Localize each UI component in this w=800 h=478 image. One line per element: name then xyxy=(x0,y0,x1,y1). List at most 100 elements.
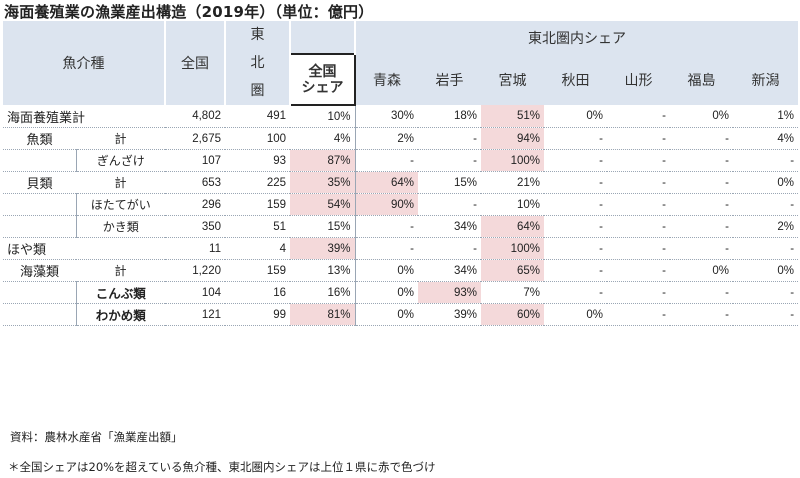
cell-pref: - xyxy=(418,149,481,172)
header-national-share-line: シェア xyxy=(301,79,344,96)
cell-national: 121 xyxy=(165,303,225,326)
cell-pref: - xyxy=(607,171,670,194)
cell-pref: 2% xyxy=(355,127,418,150)
cell-pref: 10% xyxy=(481,193,544,216)
cell-pref: 0% xyxy=(733,171,799,194)
cell-pref-highlight: 94% xyxy=(481,127,544,150)
cell-pref: - xyxy=(670,237,733,260)
cell-national: 107 xyxy=(165,149,225,172)
cell-pref: - xyxy=(607,303,670,326)
cell-pref: - xyxy=(544,149,607,172)
cell-pref: - xyxy=(355,237,418,260)
cell-tohoku: 93 xyxy=(225,149,290,172)
cell-pref: 0% xyxy=(670,259,733,282)
cell-pref: 30% xyxy=(355,105,418,128)
header-tohoku-share: 東北圏内シェア xyxy=(355,21,799,54)
cell-national: 653 xyxy=(165,171,225,194)
header-pref-akita: 秋田 xyxy=(544,54,607,105)
cell-pref: - xyxy=(733,193,799,216)
cell-pref: - xyxy=(544,281,607,304)
row-sublabel: ぎんざけ xyxy=(75,149,165,172)
header-pref-yamagata: 山形 xyxy=(607,54,670,105)
cell-national-share-highlight: 81% xyxy=(290,303,356,326)
row-label: 海藻類 xyxy=(3,259,76,282)
cell-tohoku: 100 xyxy=(225,127,290,150)
cell-tohoku: 4 xyxy=(225,237,290,260)
cell-pref: 7% xyxy=(481,281,544,304)
table-row: こんぶ類 104 16 16% 0% 93% 7% - - - - xyxy=(3,281,799,304)
cell-tohoku: 159 xyxy=(225,259,290,282)
table-row: ほたてがい 296 159 54% 90% - 10% - - - - xyxy=(3,193,799,216)
table-row: わかめ類 121 99 81% 0% 39% 60% 0% - - - xyxy=(3,303,799,326)
cell-tohoku: 51 xyxy=(225,215,290,238)
cell-pref: - xyxy=(733,237,799,260)
cell-national-share-highlight: 87% xyxy=(290,149,356,172)
cell-pref-highlight: 64% xyxy=(355,171,418,194)
cell-pref: - xyxy=(607,281,670,304)
cell-national: 104 xyxy=(165,281,225,304)
row-label xyxy=(3,215,76,238)
cell-pref-highlight: 51% xyxy=(481,105,544,128)
header-blank xyxy=(290,21,356,54)
cell-pref: - xyxy=(544,171,607,194)
header-pref-iwate: 岩手 xyxy=(418,54,481,105)
cell-pref: - xyxy=(607,149,670,172)
table-row: ほや類 11 4 39% - - 100% - - - - xyxy=(3,237,799,260)
row-label xyxy=(3,281,76,304)
cell-pref: - xyxy=(607,193,670,216)
header-tohoku-line: 圏 xyxy=(250,83,265,99)
cell-pref: - xyxy=(355,215,418,238)
table-row: かき類 350 51 15% - 34% 64% - - - 2% xyxy=(3,215,799,238)
row-sublabel: ほたてがい xyxy=(75,193,165,216)
cell-pref: - xyxy=(733,281,799,304)
cell-pref-highlight: 64% xyxy=(481,215,544,238)
cell-pref: 0% xyxy=(544,105,607,128)
cell-pref: 21% xyxy=(481,171,544,194)
row-label xyxy=(3,149,76,172)
cell-pref: - xyxy=(418,193,481,216)
cell-pref: - xyxy=(670,215,733,238)
cell-pref: - xyxy=(544,259,607,282)
cell-national-share-highlight: 39% xyxy=(290,237,356,260)
cell-pref: - xyxy=(670,193,733,216)
cell-pref: - xyxy=(544,127,607,150)
header-national-total: 全国 xyxy=(165,21,226,105)
cell-tohoku: 99 xyxy=(225,303,290,326)
cell-pref-highlight: 100% xyxy=(481,149,544,172)
header-pref-aomori: 青森 xyxy=(355,54,418,105)
cell-pref: 34% xyxy=(418,259,481,282)
table-title: 海面養殖業の漁業産出構造（2019年）（単位：億円） xyxy=(4,3,374,21)
row-label xyxy=(3,303,76,326)
header-pref-fukushima: 福島 xyxy=(670,54,733,105)
row-sublabel: こんぶ類 xyxy=(75,281,165,304)
cell-tohoku: 159 xyxy=(225,193,290,216)
header-tohoku-line: 北 xyxy=(250,55,265,71)
cell-national-share: 13% xyxy=(290,259,356,282)
cell-national-share: 4% xyxy=(290,127,356,150)
cell-national: 296 xyxy=(165,193,225,216)
cell-pref: 0% xyxy=(355,303,418,326)
cell-national-share-highlight: 54% xyxy=(290,193,356,216)
cell-pref: - xyxy=(418,127,481,150)
cell-tohoku: 225 xyxy=(225,171,290,194)
header-tohoku-line: 東 xyxy=(250,27,265,43)
cell-national: 350 xyxy=(165,215,225,238)
cell-pref: 15% xyxy=(418,171,481,194)
row-sublabel: 計 xyxy=(76,171,165,194)
cell-national-share: 15% xyxy=(290,215,356,238)
row-sublabel: かき類 xyxy=(75,215,165,238)
cell-pref: 34% xyxy=(418,215,481,238)
cell-pref: - xyxy=(670,171,733,194)
cell-pref: - xyxy=(607,105,670,128)
cell-pref: 39% xyxy=(418,303,481,326)
cell-pref-highlight: 65% xyxy=(481,259,544,282)
cell-national-share-highlight: 35% xyxy=(290,171,356,194)
row-label: 魚類 xyxy=(3,127,76,150)
cell-pref-highlight: 90% xyxy=(355,193,418,216)
cell-pref: - xyxy=(670,149,733,172)
cell-national: 4,802 xyxy=(165,105,225,128)
header-category: 魚介種 xyxy=(3,21,166,105)
cell-pref: - xyxy=(418,237,481,260)
cell-pref: - xyxy=(670,303,733,326)
cell-pref: - xyxy=(544,237,607,260)
